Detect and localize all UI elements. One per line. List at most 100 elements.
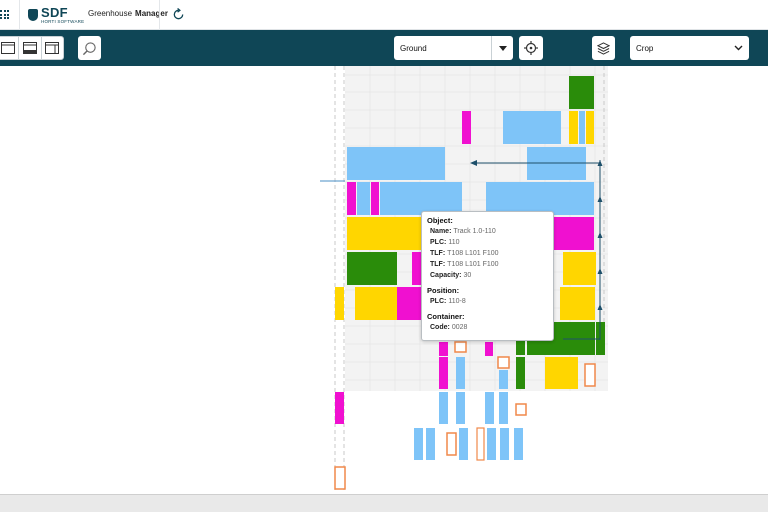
position-marker[interactable] (497, 356, 510, 369)
tooltip-field-value: T108 L101 F100 (447, 250, 499, 257)
position-marker[interactable] (454, 341, 467, 353)
container-magenta[interactable] (347, 182, 356, 215)
container-magenta[interactable] (462, 111, 471, 144)
container-magenta[interactable] (335, 392, 344, 424)
layers-icon (597, 41, 610, 55)
container-blue[interactable] (503, 111, 561, 144)
tooltip-field-value: 0028 (451, 324, 468, 331)
position-marker[interactable] (515, 403, 527, 416)
container-blue[interactable] (486, 182, 594, 215)
container-blue[interactable] (499, 392, 508, 424)
container-magenta[interactable] (397, 287, 421, 320)
tooltip-field-value: Track 1.0-110 (453, 228, 496, 235)
crosshair-icon (524, 41, 538, 55)
container-blue[interactable] (514, 428, 523, 460)
tooltip-field-key: Capacity: (430, 272, 462, 279)
view-mode-group (0, 36, 64, 60)
tooltip-field-key: PLC: (430, 239, 447, 246)
container-blue[interactable] (380, 182, 462, 215)
tooltip-field-key: TLF: (430, 261, 446, 268)
object-tooltip: Object: Name: Track 1.0-110 PLC: 110 TLF: T… (421, 211, 554, 341)
container-blue[interactable] (485, 392, 494, 424)
tooltip-field: Name: Track 1.0-110 (430, 228, 548, 235)
bottom-panel-strip (0, 494, 768, 512)
greenhouse-map[interactable] (0, 66, 768, 494)
app-title-part2: Manager (135, 9, 168, 18)
container-yellow[interactable] (586, 111, 594, 144)
container-blue[interactable] (357, 182, 370, 215)
tooltip-field-key: Code: (430, 324, 450, 331)
chevron-down-icon (734, 45, 743, 51)
container-blue[interactable] (347, 147, 445, 180)
tooltip-field-value: T108 L101 F100 (447, 261, 499, 268)
tooltip-field-key: PLC: (430, 298, 447, 305)
tooltip-object-heading: Object: (427, 216, 453, 225)
logo-text: SDF (41, 4, 68, 20)
container-green[interactable] (347, 252, 397, 285)
container-yellow[interactable] (347, 217, 421, 250)
header-divider (159, 0, 160, 30)
magnifier-icon (82, 41, 96, 55)
container-magenta[interactable] (439, 357, 448, 389)
position-marker[interactable] (584, 363, 596, 387)
layout-bottom-icon (22, 42, 37, 54)
locate-button[interactable] (519, 36, 543, 60)
container-magenta[interactable] (412, 252, 421, 285)
container-yellow[interactable] (545, 357, 578, 389)
container-yellow[interactable] (569, 111, 578, 144)
container-yellow[interactable] (335, 287, 344, 320)
position-marker[interactable] (334, 466, 346, 490)
layout-right-icon (45, 42, 60, 54)
map-toolbar: Ground Crop (0, 30, 768, 66)
tooltip-field-key: Name: (430, 228, 452, 235)
crop-select-value: Crop (636, 43, 654, 53)
container-yellow[interactable] (563, 252, 596, 285)
container-blue[interactable] (439, 392, 448, 424)
tooltip-field-key: TLF: (430, 250, 446, 257)
app-title-part1: Greenhouse (88, 9, 133, 18)
apps-grid-icon[interactable] (0, 10, 10, 20)
view-bottom-panel-button[interactable] (19, 37, 42, 59)
container-blue[interactable] (456, 357, 465, 389)
container-blue[interactable] (487, 428, 496, 460)
container-blue[interactable] (459, 428, 468, 460)
tooltip-position-heading: Position: (427, 286, 460, 295)
tooltip-field: Code: 0028 (430, 324, 548, 331)
layer-select[interactable]: Ground (394, 36, 513, 60)
container-magenta[interactable] (554, 217, 594, 250)
transport-arrow (470, 160, 600, 166)
logo-subtext: HORTI SOFTWARE (41, 18, 85, 24)
container-yellow[interactable] (560, 287, 595, 320)
top-header: SDF HORTI SOFTWARE Greenhouse Manager (0, 0, 768, 30)
position-marker[interactable] (476, 427, 485, 461)
tooltip-field: PLC: 110-8 (430, 298, 548, 305)
container-green[interactable] (516, 357, 525, 389)
tooltip-field: TLF: T108 L101 F100 (430, 250, 548, 257)
container-blue[interactable] (499, 370, 508, 389)
tooltip-field: PLC: 110 (430, 239, 548, 246)
container-magenta[interactable] (439, 342, 448, 356)
header-divider (19, 0, 20, 30)
zoom-button[interactable] (78, 36, 101, 60)
greenhouse-layout-canvas[interactable] (0, 66, 768, 494)
container-magenta[interactable] (485, 342, 493, 356)
container-blue[interactable] (426, 428, 435, 460)
container-blue[interactable] (414, 428, 423, 460)
tooltip-field-value: 110-8 (448, 298, 466, 305)
container-blue[interactable] (456, 392, 465, 424)
sdf-logo: SDF HORTI SOFTWARE (28, 4, 84, 26)
container-magenta[interactable] (371, 182, 379, 215)
container-blue[interactable] (500, 428, 509, 460)
position-marker[interactable] (446, 432, 457, 456)
view-left-panel-button[interactable] (0, 37, 20, 59)
refresh-icon[interactable] (172, 8, 185, 21)
container-blue[interactable] (579, 111, 585, 144)
layers-button[interactable] (592, 36, 615, 60)
container-green[interactable] (569, 76, 594, 109)
container-yellow[interactable] (355, 287, 397, 320)
tooltip-field: TLF: T108 L101 F100 (430, 261, 548, 268)
layer-select-toggle[interactable] (491, 36, 513, 60)
view-right-panel-button[interactable] (42, 37, 63, 59)
crop-select[interactable]: Crop (630, 36, 749, 60)
